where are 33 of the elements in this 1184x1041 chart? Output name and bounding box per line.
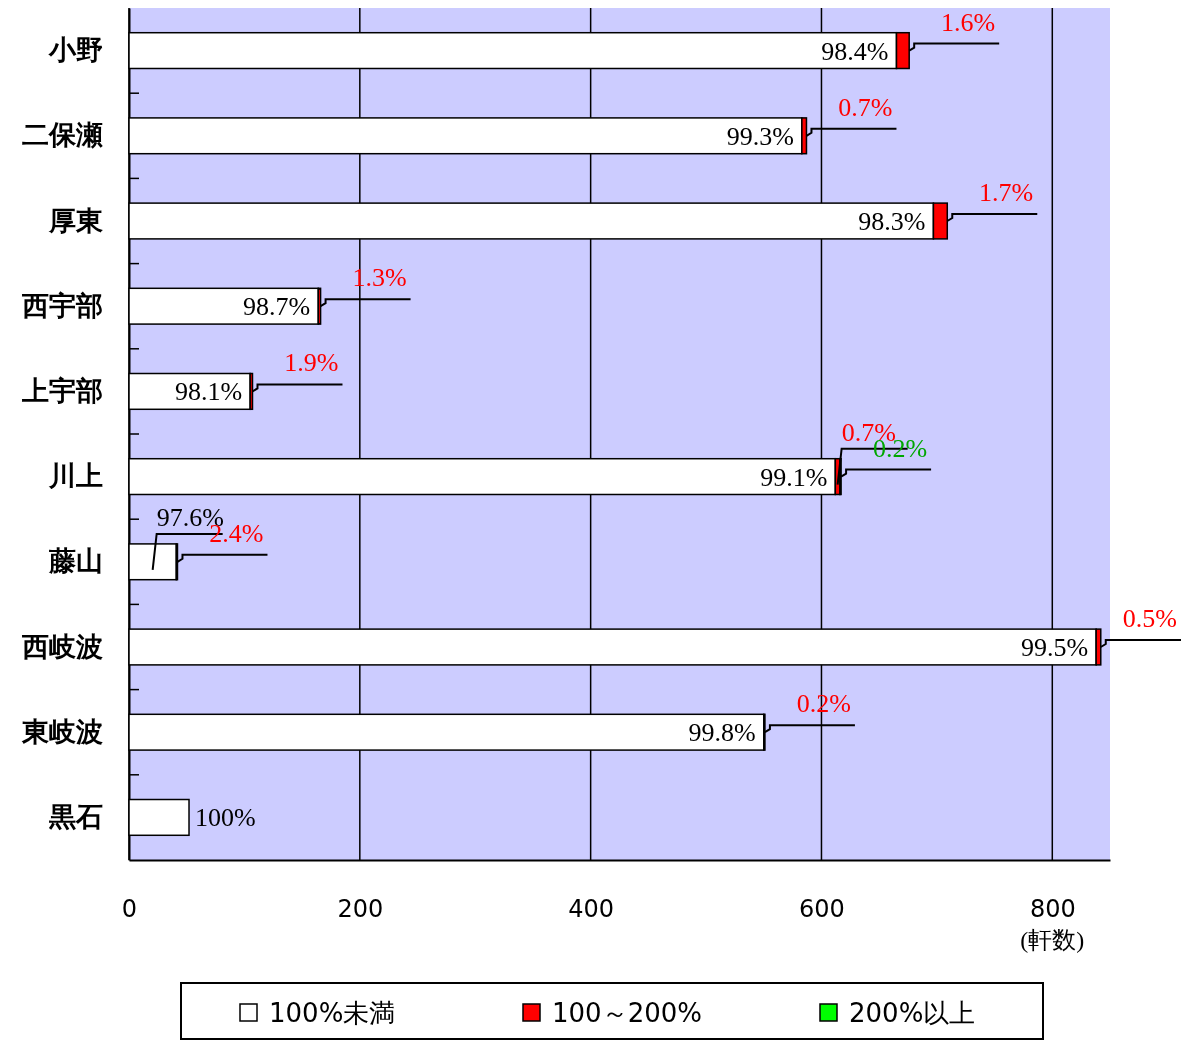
annotation: 99.5% <box>1020 633 1089 662</box>
annotation: 1.9% <box>284 348 339 378</box>
annotation: 99.1% <box>760 462 828 492</box>
annotation: 99.3% <box>726 121 794 151</box>
annotation: 0.7% <box>838 92 893 122</box>
x-tick-label: 400 <box>568 895 615 924</box>
x-axis-title: (軒数) <box>1020 927 1085 953</box>
annotation: 100% <box>195 803 256 833</box>
y-tick-label: 二保瀬 <box>22 119 103 151</box>
x-tick-label: 0 <box>121 895 138 924</box>
y-tick-label: 川上 <box>48 460 103 492</box>
annotation: 0.5% <box>1122 604 1177 633</box>
y-tick-label: 東岐波 <box>21 715 103 747</box>
y-tick-label: 黒石 <box>48 801 103 833</box>
annotation: 1.6% <box>941 7 996 37</box>
y-tick-label: 厚東 <box>48 204 103 236</box>
annotation: 99.8% <box>688 718 756 748</box>
annotation: 98.7% <box>243 292 311 322</box>
annotation: 98.3% <box>858 207 926 236</box>
y-tick-label: 藤山 <box>48 545 103 577</box>
x-tick-label: 800 <box>1029 895 1076 924</box>
annotation: 1.7% <box>979 178 1034 207</box>
y-tick-label: 上宇部 <box>21 375 103 407</box>
y-tick-label: 西岐波 <box>21 630 103 662</box>
x-tick-label: 200 <box>337 895 384 924</box>
y-tick-label: 小野 <box>48 34 103 66</box>
legend-label: 200%以上 <box>849 998 976 1028</box>
annotation: 98.4% <box>821 36 889 66</box>
annotation: 98.1% <box>175 377 243 407</box>
x-tick-label: 600 <box>799 895 845 924</box>
legend-label: 100%未満 <box>269 998 396 1028</box>
y-tick-label: 西宇部 <box>21 289 103 321</box>
legend-label: 100～200% <box>552 998 702 1028</box>
